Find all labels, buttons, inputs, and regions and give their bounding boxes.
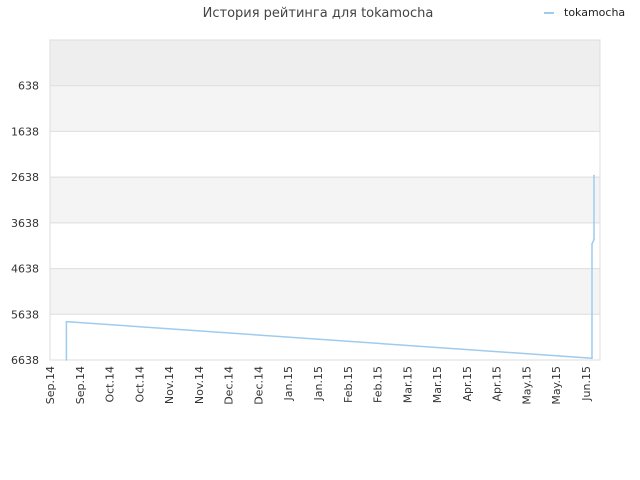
series-layer [65, 174, 595, 361]
x-tick-label: Oct.14 [104, 366, 117, 403]
data-point [591, 243, 593, 245]
x-tick-label: Jun.15 [580, 366, 593, 402]
y-tick-label: 3638 [11, 217, 39, 230]
y-tick-label: 1638 [11, 125, 39, 138]
x-tick-label: Dec.14 [252, 366, 265, 405]
plot-band [50, 177, 600, 223]
x-tick-label: May.15 [520, 366, 533, 405]
x-tick-label: Dec.14 [223, 366, 236, 405]
x-tick-label: Sep.14 [44, 366, 57, 404]
plot-bands [50, 40, 600, 360]
x-tick-label: Jan.15 [282, 366, 295, 401]
x-tick-label: Apr.15 [491, 366, 504, 402]
data-point [593, 174, 595, 177]
plot-band [50, 268, 600, 315]
data-point [65, 320, 68, 323]
legend: tokamocha [544, 6, 625, 19]
data-point [593, 238, 595, 241]
y-tick-label: 638 [18, 80, 39, 93]
x-axis: Sep.14 Sep.14 Oct.14 Oct.14 Nov.14 Nov.14 Dec.… [44, 366, 593, 405]
plot-band [50, 131, 600, 178]
x-tick-label: Apr.15 [461, 366, 474, 402]
x-tick-label: Nov.14 [193, 366, 206, 404]
x-tick-label: Mar.15 [431, 366, 444, 403]
plot-frame [49, 39, 601, 361]
x-tick-label: Mar.15 [401, 366, 414, 403]
y-tick-label: 2638 [11, 171, 39, 184]
x-tick-label: Oct.14 [133, 366, 146, 403]
plot-band [50, 222, 600, 269]
legend-label: tokamocha [564, 6, 625, 19]
data-point [65, 359, 68, 361]
x-tick-label: Jan.15 [312, 366, 325, 401]
data-point [591, 357, 593, 360]
x-tick-label: Feb.15 [342, 366, 355, 403]
x-tick-label: May.15 [550, 366, 563, 405]
y-tick-label: 6638 [11, 354, 39, 367]
plot-band [50, 85, 600, 132]
x-tick-label: Feb.15 [372, 366, 385, 403]
y-tick-label: 4638 [11, 263, 39, 276]
y-tick-label: 5638 [11, 308, 39, 321]
chart-title: История рейтинга для tokamocha [203, 6, 434, 21]
x-tick-label: Nov.14 [163, 366, 176, 404]
plot-band [50, 40, 600, 86]
data-point [67, 320, 69, 323]
y-axis: 638 1638 2638 3638 4638 5638 6638 [11, 80, 39, 367]
x-tick-label: Sep.14 [74, 366, 87, 404]
